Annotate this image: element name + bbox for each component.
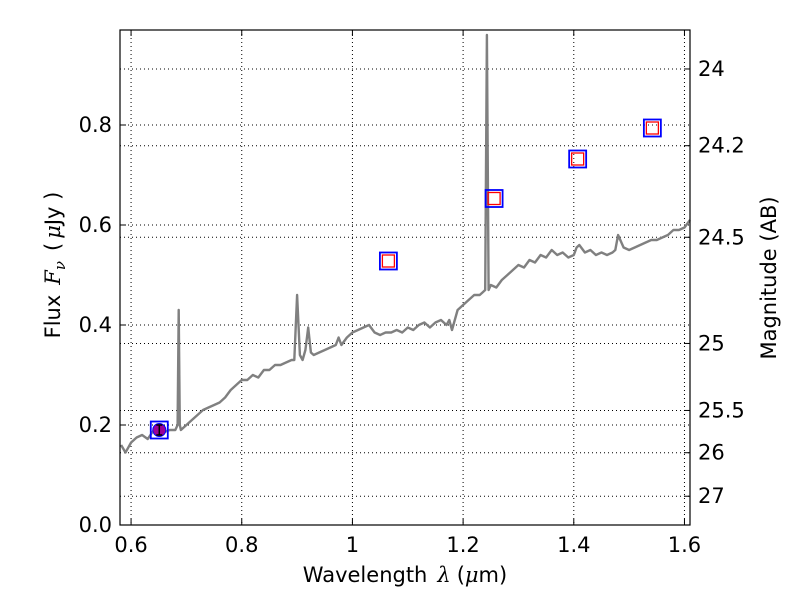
x-tick-label: 1.2 <box>446 533 479 557</box>
photometry-markers <box>149 118 662 440</box>
x-tick-label: 1.4 <box>557 533 590 557</box>
y-axis-label: FluxFν(μJy ) <box>41 192 69 339</box>
y2-tick-label: 24.5 <box>698 225 745 249</box>
photometry-inner-square <box>487 191 501 206</box>
y2-tick-label: 27 <box>698 484 725 508</box>
y-tick-label: 0.4 <box>79 313 112 337</box>
x-tick-label: 0.6 <box>114 533 147 557</box>
y-tick-label: 0.6 <box>79 213 112 237</box>
photometry-outer-square <box>642 118 662 138</box>
photometry-point <box>378 251 398 271</box>
photometry-point <box>149 420 169 440</box>
y2-tick-label: 25.5 <box>698 398 745 422</box>
x-tick-label: 1.6 <box>668 533 701 557</box>
spectrum-line <box>120 33 691 454</box>
axis-ticks: 0.6 0.8 1 1.2 1.4 1.6 0.0 0.2 0.4 0.6 0.8 24 24.2 24.… <box>79 30 745 557</box>
photometry-point <box>642 118 662 138</box>
y-tick-label: 0.2 <box>79 413 112 437</box>
y-tick-label: 0.8 <box>79 113 112 137</box>
y2-tick-label: 24.2 <box>698 134 745 158</box>
photometry-outer-square <box>568 149 588 169</box>
y-tick-label: 0.0 <box>79 513 112 537</box>
x-axis-label: Wavelength λ (μm) <box>303 563 507 587</box>
y2-tick-label: 25 <box>698 331 725 355</box>
photometry-outer-square <box>149 420 169 440</box>
y2-tick-label: 24 <box>698 57 725 81</box>
photometry-inner-square <box>381 254 396 268</box>
photometry-inner-square <box>645 121 660 135</box>
x-tick-label: 1 <box>346 533 359 557</box>
photometry-outer-square <box>484 189 504 208</box>
x-tick-label: 0.8 <box>225 533 258 557</box>
grid-lines <box>120 30 690 526</box>
photometry-point <box>484 189 504 208</box>
photometry-inner-square <box>571 152 585 166</box>
photometry-outer-square <box>378 251 398 271</box>
plot-frame <box>119 29 691 526</box>
photometry-point <box>568 149 588 169</box>
y2-tick-label: 26 <box>698 441 725 465</box>
y2-axis-label: Magnitude (AB) <box>757 196 781 359</box>
